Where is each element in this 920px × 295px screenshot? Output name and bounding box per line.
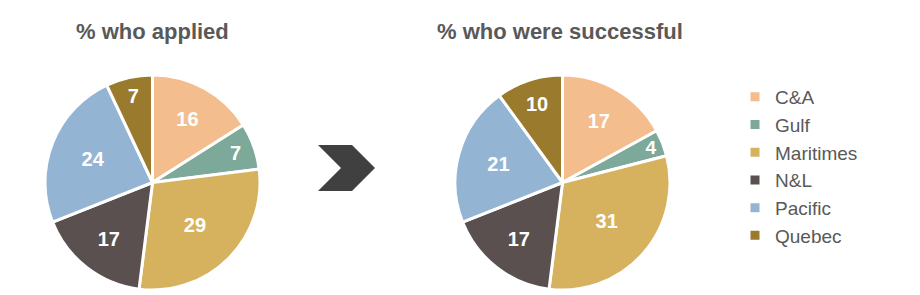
svg-text:17: 17 [98, 228, 120, 250]
svg-text:17: 17 [508, 228, 530, 250]
svg-text:Quebec: Quebec [775, 226, 842, 247]
svg-text:17: 17 [588, 110, 610, 132]
svg-text:16: 16 [176, 108, 198, 130]
svg-text:Pacific: Pacific [775, 198, 831, 219]
svg-text:C&A: C&A [775, 87, 814, 108]
svg-text:Gulf: Gulf [775, 115, 811, 136]
svg-text:10: 10 [526, 93, 548, 115]
svg-text:24: 24 [82, 148, 105, 170]
svg-text:% who applied: % who applied [76, 19, 229, 44]
svg-text:7: 7 [128, 85, 139, 107]
svg-text:N&L: N&L [775, 170, 812, 191]
svg-text:% who were successful: % who were successful [437, 19, 683, 44]
svg-text:31: 31 [596, 210, 618, 232]
svg-text:Maritimes: Maritimes [775, 143, 857, 164]
svg-text:4: 4 [646, 137, 657, 158]
svg-text:7: 7 [230, 142, 241, 164]
svg-text:29: 29 [184, 214, 206, 236]
svg-text:21: 21 [487, 153, 509, 175]
